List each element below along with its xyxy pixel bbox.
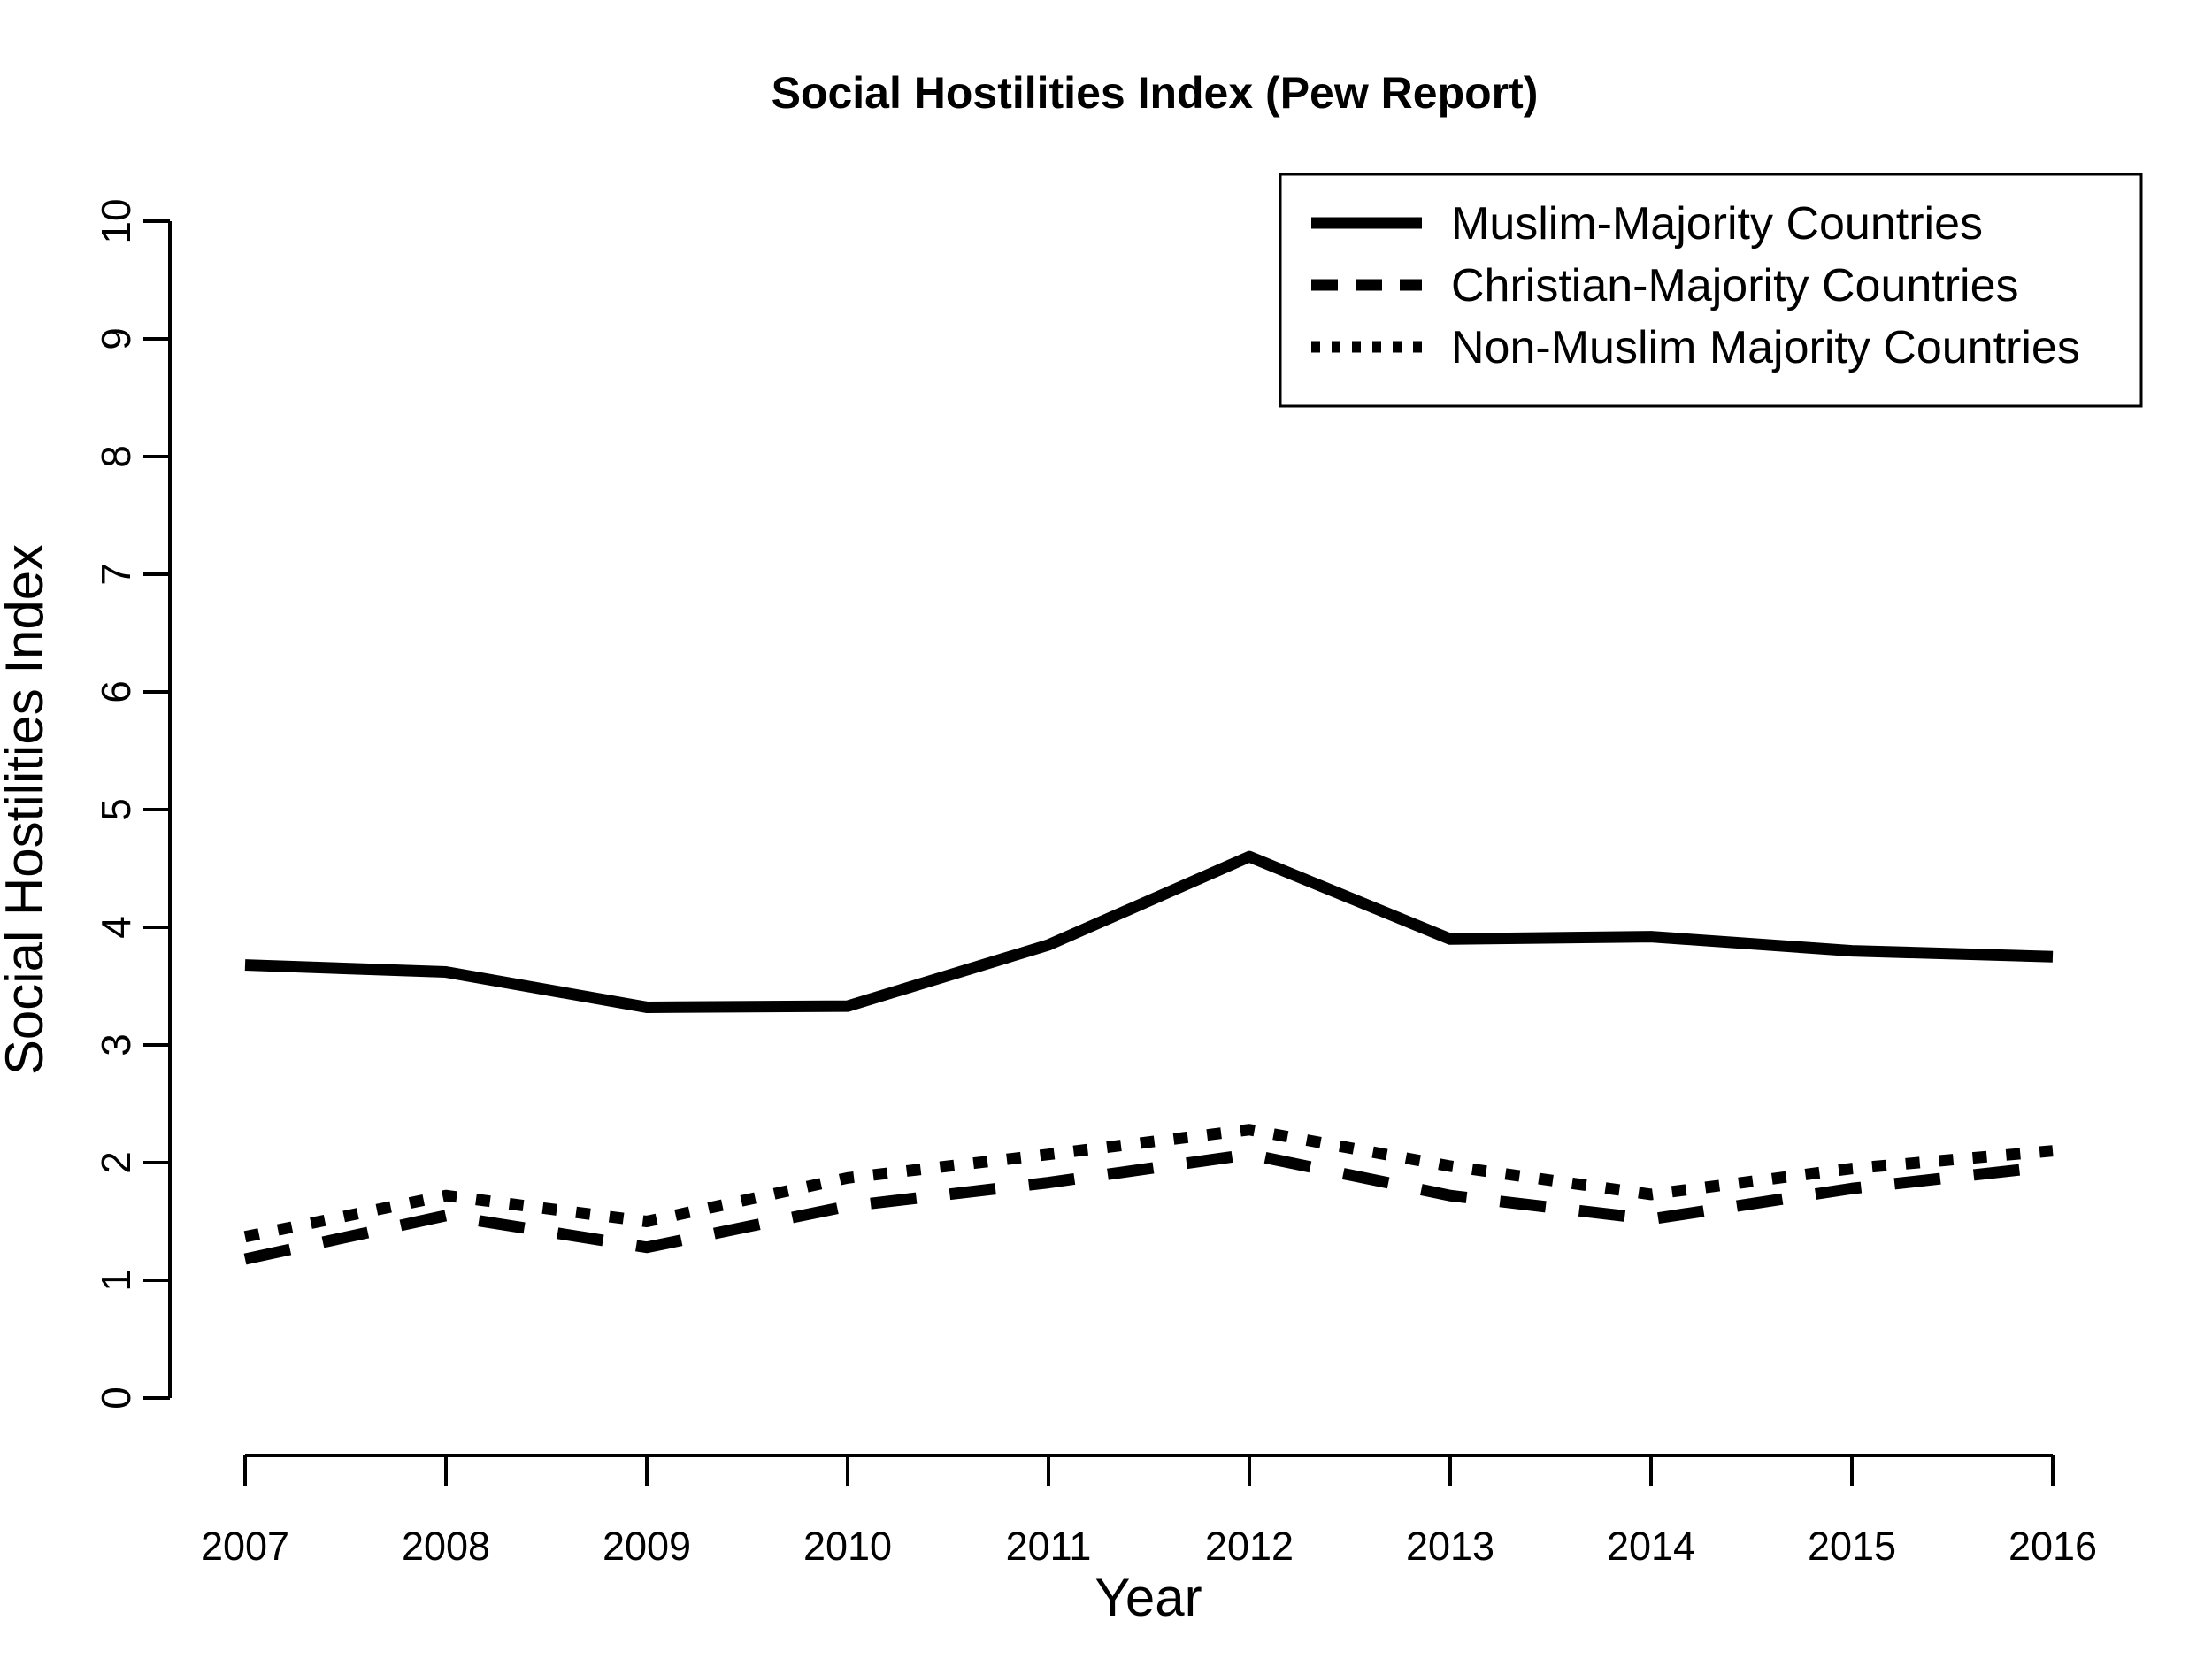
- chart-title: Social Hostilities Index (Pew Report): [772, 68, 1539, 118]
- x-tick-label: 2008: [402, 1524, 490, 1569]
- y-tick-label: 6: [93, 680, 139, 703]
- x-tick-label: 2015: [1808, 1524, 1896, 1569]
- x-axis-label: Year: [1094, 1568, 1202, 1627]
- legend-label: Muslim-Majority Countries: [1451, 198, 1983, 250]
- legend-box: [1279, 173, 2143, 408]
- x-tick-label: 2009: [603, 1524, 691, 1569]
- y-tick-label: 2: [93, 1151, 139, 1174]
- y-tick-label: 9: [93, 327, 139, 350]
- series-line-dashed: [243, 1148, 2054, 1265]
- series-lines: [243, 850, 2054, 1265]
- x-tick-label: 2013: [1406, 1524, 1494, 1569]
- legend-label: Non-Muslim Majority Countries: [1451, 322, 2080, 373]
- legend: Muslim-Majority Countries Christian-Major…: [1279, 173, 2143, 408]
- y-tick-label: 1: [93, 1269, 139, 1292]
- y-axis-label: Social Hostilities Index: [0, 544, 54, 1075]
- y-tick-label: 3: [93, 1033, 139, 1056]
- x-tick-label: 2010: [803, 1524, 892, 1569]
- y-tick-label: 8: [93, 445, 139, 468]
- x-tick-label: 2011: [1006, 1524, 1092, 1569]
- y-axis: 0 1 2 3 4 5 6 7 8 9 10: [93, 198, 172, 1409]
- x-tick-label: 2014: [1607, 1524, 1695, 1569]
- x-axis: 2007 2008 2009 2010 2011 2012 2013 2014 2015 2016: [201, 1454, 2097, 1569]
- y-tick-label: 10: [93, 198, 139, 243]
- x-tick-label: 2012: [1205, 1524, 1294, 1569]
- series-line-solid: [244, 850, 2054, 1013]
- x-tick-label: 2007: [201, 1524, 289, 1569]
- x-tick-label: 2016: [2008, 1524, 2097, 1569]
- y-tick-label: 5: [93, 798, 139, 821]
- legend-label: Christian-Majority Countries: [1451, 260, 2019, 311]
- y-tick-label: 7: [93, 563, 139, 586]
- y-tick-label: 4: [93, 916, 139, 939]
- series-line-dotted: [243, 1124, 2054, 1243]
- y-tick-label: 0: [93, 1386, 139, 1409]
